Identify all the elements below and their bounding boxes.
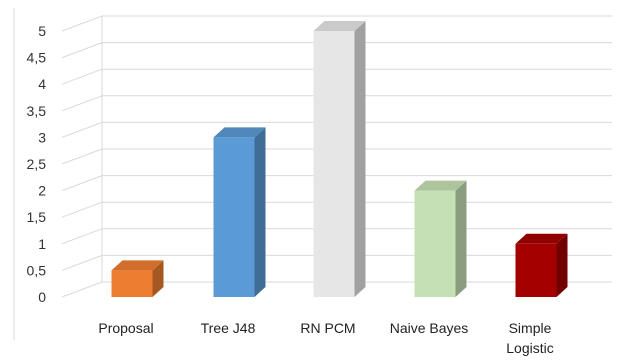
bar-side [152, 260, 164, 297]
x-category-line: Tree J48 [201, 320, 256, 336]
y-tick-label: 2,5 [27, 156, 47, 172]
label-layer: Proposal Tree J48 RN PCM Naive Bayes Simple L… [98, 320, 553, 356]
x-category-label: Naive Bayes [390, 320, 469, 336]
y-tick-label: 4 [38, 76, 46, 92]
y-tick-label: 3,5 [27, 103, 47, 119]
bar-front [414, 190, 456, 297]
x-category-label: Proposal [98, 320, 153, 336]
bar-top [414, 180, 467, 191]
gridline-side [61, 121, 103, 138]
x-category-label: RN PCM [300, 320, 355, 336]
bar-side [556, 233, 568, 297]
bar-tree-j48 [213, 127, 266, 298]
bar-side [354, 21, 366, 297]
y-tick-label: 5 [38, 23, 46, 39]
bar-top [111, 260, 164, 271]
x-category-line: RN PCM [300, 320, 355, 336]
bar-proposal [111, 260, 164, 297]
y-tick-label: 3 [38, 129, 46, 145]
bar-top [213, 127, 266, 138]
bar-front [213, 137, 255, 297]
y-tick-label: 0 [38, 289, 46, 305]
y-tick-label: 0,5 [27, 262, 47, 278]
bar-top [313, 21, 366, 31]
axis-layer: 0 0,5 1 1,5 2 2,5 3 3,5 4 4,5 5 [13, 8, 103, 340]
gridline-side [61, 95, 103, 112]
y-tick-label: 1 [38, 236, 46, 252]
x-category-line: Logistic [506, 340, 553, 356]
gridline-side [61, 201, 103, 218]
gridline-side [61, 281, 103, 298]
bar-rn-pcm [313, 21, 366, 297]
bar-simple-logistic [515, 233, 568, 297]
bar-naive-bayes [414, 180, 467, 297]
x-category-line: Simple [509, 320, 552, 336]
gridline-side [61, 228, 103, 245]
x-category-line: Naive Bayes [390, 320, 469, 336]
y-tick-label: 2 [38, 183, 46, 199]
gridline-side [61, 15, 103, 32]
x-category-line: Proposal [98, 320, 153, 336]
bar-side [455, 180, 467, 297]
gridline-side [61, 254, 103, 271]
x-category-label: Simple Logistic [506, 320, 553, 356]
bar-side [254, 127, 266, 298]
gridline-side [61, 175, 103, 192]
bar-front [111, 270, 153, 297]
x-category-label: Tree J48 [201, 320, 256, 336]
bar-front [313, 31, 355, 297]
gridline-side [61, 68, 103, 85]
gridline-side [61, 148, 103, 165]
bar-layer [111, 21, 568, 298]
bar-front [515, 243, 557, 297]
bar-top [515, 233, 568, 244]
gridline-side [61, 42, 103, 59]
y-tick-label: 1,5 [27, 209, 47, 225]
y-tick-label: 4,5 [27, 50, 47, 66]
